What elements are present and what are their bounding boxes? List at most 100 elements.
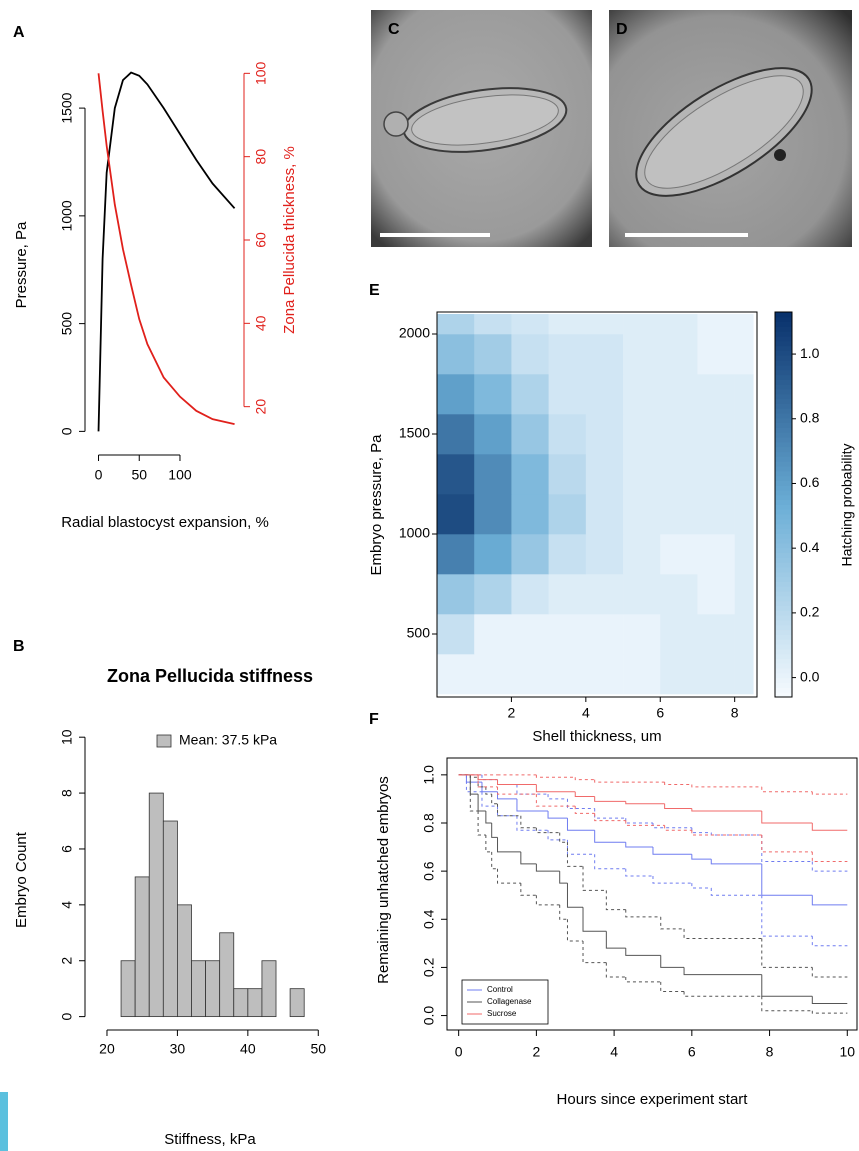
heat-cell — [474, 494, 512, 535]
x-tick-label: 20 — [99, 1041, 115, 1057]
y-tick-label: 1000 — [399, 525, 430, 541]
colorbar-slice — [775, 490, 792, 496]
colorbar-slice — [775, 509, 792, 515]
x-tick-label: 4 — [610, 1044, 618, 1060]
survival-step — [574, 791, 595, 798]
heat-cell — [548, 374, 587, 415]
colorbar-slice — [775, 595, 792, 602]
confidence-step — [497, 868, 521, 884]
x-tick-label: 2 — [532, 1044, 540, 1060]
confidence-step — [691, 827, 712, 834]
y-tick-label: 1000 — [59, 200, 75, 231]
heat-cell — [623, 334, 661, 375]
colorbar-slice — [775, 547, 792, 554]
heat-cell — [548, 494, 587, 535]
colorbar-slice — [775, 591, 792, 597]
heat-cell — [623, 494, 661, 535]
heat-cell — [511, 534, 549, 575]
heat-cell — [585, 654, 624, 695]
x-axis-title: Shell thickness, um — [532, 728, 661, 745]
y-tick-label: 0.0 — [421, 1006, 437, 1026]
heat-cell — [585, 494, 624, 535]
confidence-step — [566, 919, 584, 942]
colorbar-slice — [775, 538, 792, 544]
x-axis-title: Stiffness, kPa — [164, 1131, 256, 1148]
colorbar-slice — [775, 514, 792, 520]
heat-cell — [623, 454, 661, 495]
survival-step — [497, 837, 521, 853]
survival-step — [691, 854, 712, 860]
colorbar-slice — [775, 480, 792, 486]
heat-cell — [734, 414, 754, 455]
bar — [247, 988, 263, 1018]
confidence-step — [660, 916, 685, 930]
y-tick-label: 2000 — [399, 325, 430, 341]
bar — [261, 960, 277, 1018]
confidence-step — [547, 830, 568, 841]
colorbar-tick-label: 1.0 — [800, 345, 820, 361]
confidence-step — [497, 779, 517, 785]
confidence-step — [491, 851, 498, 870]
heat-cell — [474, 414, 512, 455]
confidence-step — [761, 996, 813, 1012]
heat-cell — [474, 574, 512, 615]
colorbar-slice — [775, 668, 792, 674]
colorbar-slice — [775, 475, 792, 481]
bar — [148, 792, 164, 1018]
colorbar-slice — [775, 562, 792, 568]
survival-step — [691, 808, 762, 812]
heat-cell — [660, 374, 698, 415]
plot-frame — [446, 757, 858, 1031]
heat-cell — [585, 414, 624, 455]
heat-cell — [697, 374, 735, 415]
colorbar-slice — [775, 653, 792, 659]
colorbar-tick-label: 0.8 — [800, 409, 820, 425]
confidence-step — [625, 820, 665, 826]
heat-cell — [734, 374, 754, 415]
colorbar-slice — [775, 634, 792, 640]
survival-step — [497, 779, 537, 785]
heat-cell — [511, 334, 549, 375]
confidence-step — [547, 794, 568, 800]
heat-cell — [660, 494, 698, 535]
data-line — [97, 71, 236, 432]
confidence-step — [520, 815, 537, 829]
y-tick-label: 0.4 — [421, 909, 437, 929]
heat-cell — [511, 574, 549, 615]
confidence-step — [481, 774, 498, 781]
survival-step — [652, 847, 692, 855]
heat-cell — [437, 334, 475, 375]
confidence-step — [535, 895, 560, 906]
heat-cell — [437, 314, 475, 335]
confidence-step — [491, 794, 498, 805]
y-tick-label: 10 — [59, 729, 75, 745]
colorbar-slice — [775, 369, 792, 376]
heat-cell — [548, 314, 587, 335]
bar — [177, 904, 192, 1018]
colorbar-slice — [775, 403, 792, 409]
confidence-step — [574, 806, 595, 814]
confidence-step — [559, 904, 568, 920]
y-tick-label: 500 — [407, 625, 431, 641]
heat-cell — [585, 454, 624, 495]
heat-cell — [734, 334, 754, 375]
confidence-step — [594, 779, 626, 783]
colorbar-tick-label: 0.6 — [800, 474, 820, 490]
survival-step — [811, 822, 848, 831]
x-tick-label: 30 — [170, 1041, 186, 1057]
survival-step — [761, 810, 813, 824]
y-tick-label: 0.2 — [421, 957, 437, 977]
colorbar-slice — [775, 605, 792, 611]
colorbar-slice — [775, 485, 792, 491]
heat-cell — [511, 494, 549, 535]
colorbar-tick-label: 0.0 — [800, 668, 820, 684]
colorbar-slice — [775, 692, 792, 698]
confidence-step — [625, 909, 661, 918]
heat-cell — [734, 654, 754, 695]
colorbar-slice — [775, 658, 792, 664]
colorbar-slice — [775, 384, 792, 390]
heat-cell — [660, 334, 698, 375]
survival-step — [465, 774, 482, 783]
heat-cell — [474, 454, 512, 495]
bubble — [774, 149, 786, 161]
